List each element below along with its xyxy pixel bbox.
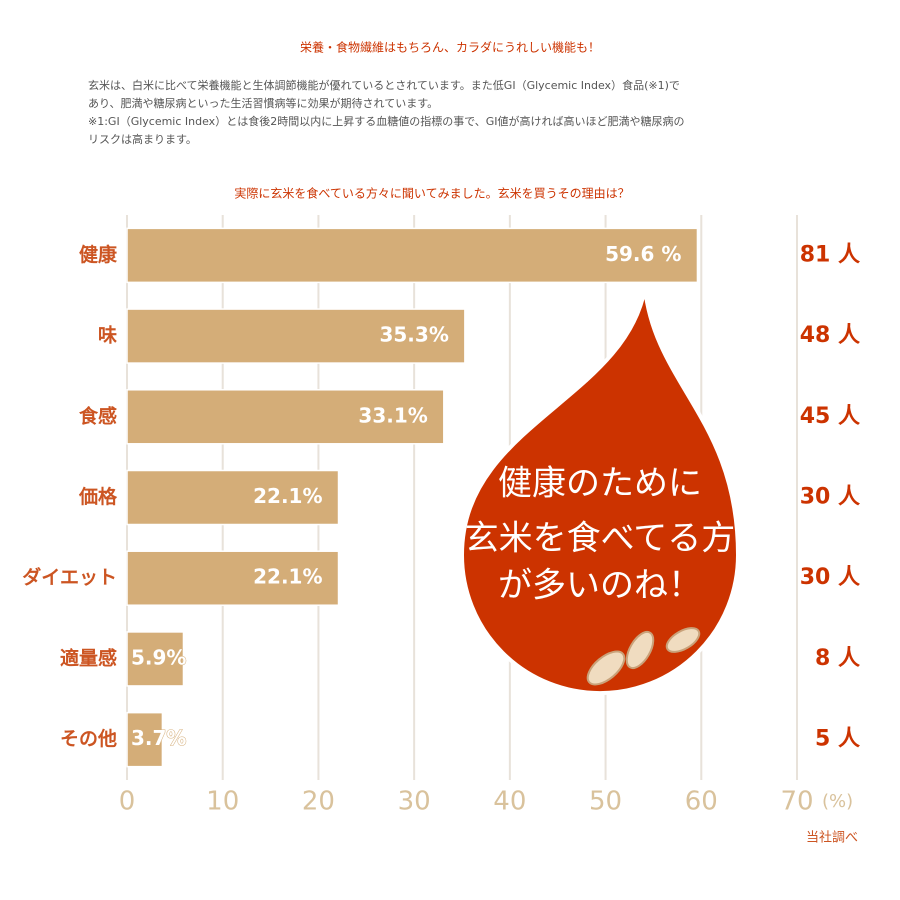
category-label: 適量感 — [60, 646, 117, 669]
category-label: 食感 — [79, 404, 117, 427]
x-tick-label: 30 — [398, 787, 431, 817]
almond-icon — [665, 627, 701, 653]
callout-line: が多いのね！ — [498, 566, 702, 606]
x-tick-label: 60 — [685, 787, 718, 817]
count-label: 81 人 — [800, 242, 860, 267]
value-label: 35.3% — [379, 323, 448, 347]
count-label: 48 人 — [800, 323, 860, 348]
value-label: 33.1% — [358, 403, 427, 427]
callout-line: 玄米を食べてる方 — [465, 519, 736, 559]
bar — [126, 711, 164, 768]
bar — [126, 308, 466, 364]
callout-drop — [459, 287, 741, 695]
x-tick-label: 70 — [780, 787, 813, 817]
x-tick-label: 20 — [302, 787, 335, 817]
category-label: 味 — [98, 325, 117, 347]
paragraph-line: 玄米は、白米に比べて栄養機能と生体調節機能が優れているとされています。また低GI… — [88, 78, 680, 92]
bar — [126, 389, 445, 445]
paragraph-line: リスクは高まります。 — [88, 132, 197, 146]
paragraph-line: ※1:GI（Glycemic Index）とは食後2時間以内に上昇する血糖値の指… — [88, 114, 685, 128]
category-label: ダイエット — [22, 566, 117, 589]
count-label: 5 人 — [815, 727, 860, 752]
category-label: 価格 — [78, 485, 118, 508]
value-label: 22.1% — [253, 565, 322, 589]
callout: 健康のために 玄米を食べてる方 が多いのね！ — [459, 287, 741, 695]
almond-icon — [625, 630, 655, 670]
almond-icon — [586, 650, 626, 686]
value-label: 22.1% — [253, 484, 322, 508]
value-label: 3.7% — [131, 726, 186, 750]
category-label: 健康 — [79, 243, 118, 266]
x-tick-label: 50 — [589, 787, 622, 817]
value-label: 5.9% — [131, 645, 186, 669]
count-label: 8 人 — [815, 646, 860, 671]
count-label: 30 人 — [800, 565, 860, 590]
x-tick-label: 0 — [119, 787, 136, 817]
x-tick-label: 40 — [493, 787, 526, 817]
value-label: 59.6 % — [605, 242, 681, 266]
category-label: その他 — [60, 727, 117, 750]
chart-title: 実際に玄米を食べている方々に聞いてみました。玄米を買うその理由は？ — [234, 186, 629, 201]
bar — [126, 550, 340, 606]
bar — [126, 227, 699, 284]
bar — [126, 631, 185, 687]
count-label: 45 人 — [800, 404, 860, 429]
x-tick-label: 10 — [206, 787, 239, 817]
paragraph-line: あり、肥満や糖尿病といった生活習慣病等に効果が期待されています。 — [88, 96, 438, 110]
source: 当社調べ — [806, 830, 858, 846]
callout-line: 健康のために — [498, 464, 702, 504]
bar — [126, 469, 340, 526]
x-axis-label: (%) — [822, 791, 853, 812]
heading: 栄養・食物繊維はもちろん、カラダにうれしい機能も！ — [300, 40, 600, 55]
count-label: 30 人 — [800, 485, 860, 510]
